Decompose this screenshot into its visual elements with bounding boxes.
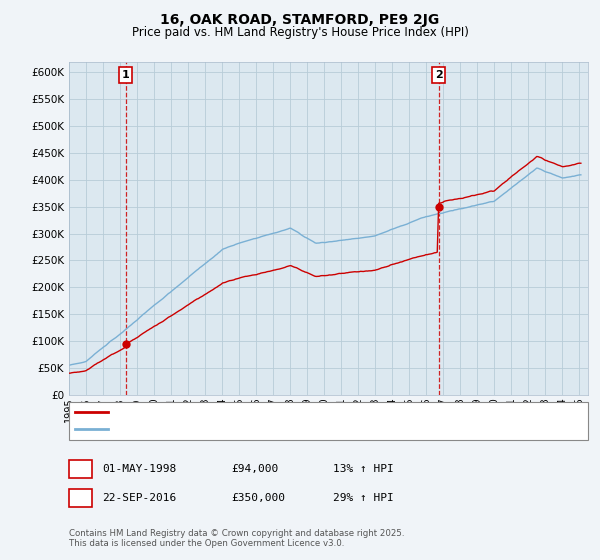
Text: 01-MAY-1998: 01-MAY-1998 [102,464,176,474]
Text: 16, OAK ROAD, STAMFORD, PE9 2JG: 16, OAK ROAD, STAMFORD, PE9 2JG [160,13,440,27]
Text: 1: 1 [76,462,85,475]
Text: 2: 2 [76,492,85,505]
Text: 22-SEP-2016: 22-SEP-2016 [102,493,176,503]
Text: 2: 2 [435,70,442,80]
Text: 13% ↑ HPI: 13% ↑ HPI [333,464,394,474]
Text: 16, OAK ROAD, STAMFORD, PE9 2JG (detached house): 16, OAK ROAD, STAMFORD, PE9 2JG (detache… [114,407,395,417]
Text: Price paid vs. HM Land Registry's House Price Index (HPI): Price paid vs. HM Land Registry's House … [131,26,469,39]
Text: 1: 1 [122,70,130,80]
Text: £94,000: £94,000 [231,464,278,474]
Text: Contains HM Land Registry data © Crown copyright and database right 2025.
This d: Contains HM Land Registry data © Crown c… [69,529,404,548]
Text: 29% ↑ HPI: 29% ↑ HPI [333,493,394,503]
Text: HPI: Average price, detached house, South Kesteven: HPI: Average price, detached house, Sout… [114,424,388,434]
Text: £350,000: £350,000 [231,493,285,503]
